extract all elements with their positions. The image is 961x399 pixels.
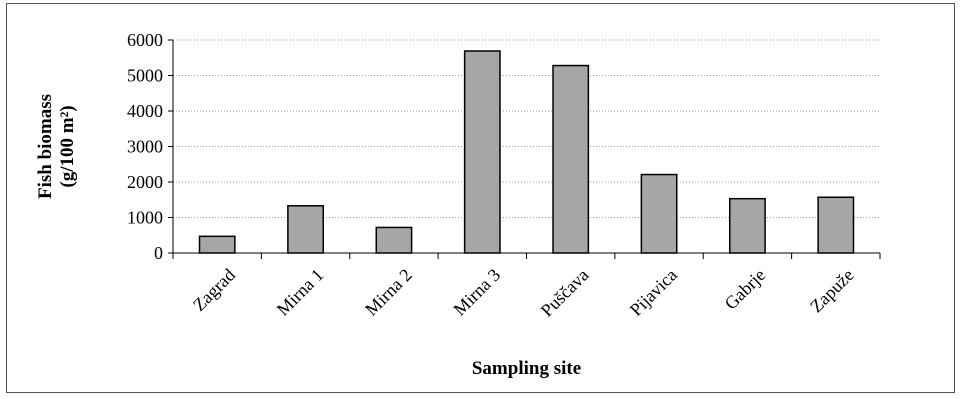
x-tick-label: Gabrje [721,265,770,314]
bar-puščava [552,64,590,254]
gridlines [173,39,880,218]
y-tick-label: 3000 [127,137,163,157]
y-tick-label: 0 [154,243,163,263]
x-tick-labels: Zagrad Mirna 1 Mirna 2 Mirna 3 Puščava Pijavi… [172,253,881,321]
y-tick-label: 2000 [127,172,163,192]
bar-chart: 0 1000 2000 3000 4000 5000 6000 Zagrad Mirna 1 M… [35,30,881,379]
y-tick-labels: 0 1000 2000 3000 4000 5000 6000 [127,30,173,263]
bar-gabrje [729,197,766,254]
x-tick-label: Zagrad [189,265,239,315]
y-tick-label: 1000 [127,208,163,228]
bar-mirna-2 [375,226,413,254]
y-tick-label: 4000 [127,101,163,121]
y-axis-title-line-2: (g/100 m²) [57,105,78,187]
x-tick-label: Puščava [537,265,593,321]
x-tick-label: Mirna 2 [361,265,416,320]
x-axis-title: Sampling site [472,358,581,379]
y-tick-label: 6000 [127,30,163,50]
x-tick-label: Mirna 3 [449,265,504,320]
bar-zapuže [817,196,855,254]
x-tick-label: Mirna 1 [273,265,328,320]
y-tick-label: 5000 [127,66,163,86]
bar-mirna-3 [463,50,501,254]
y-axis-title: Fish biomass (g/100 m²) [35,94,78,199]
bars [198,50,855,254]
bar-pijavica [640,173,678,254]
y-axis-title-line-1: Fish biomass [35,94,56,199]
x-tick-label: Zapuže [806,265,858,317]
bar-mirna-1 [287,205,324,254]
x-tick-label: Pijavica [626,265,681,320]
bar-zagrad [198,235,236,254]
chart-frame: 0 1000 2000 3000 4000 5000 6000 Zagrad Mirna 1 M… [6,3,955,393]
